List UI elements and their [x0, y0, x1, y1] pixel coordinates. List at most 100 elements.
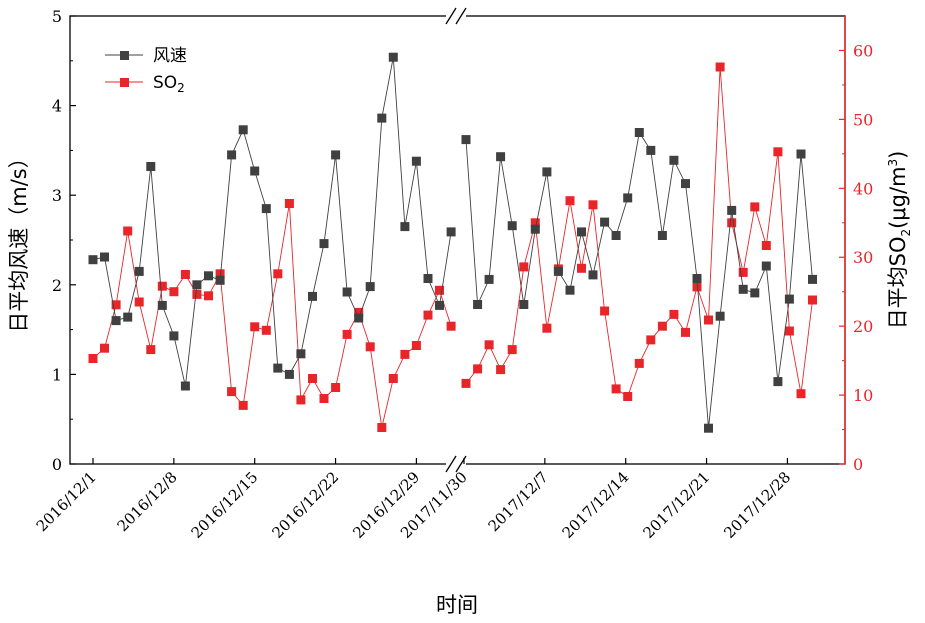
wind-point [319, 239, 329, 249]
so2-point [319, 394, 329, 403]
so2-point [796, 389, 806, 399]
so2-point [157, 281, 167, 291]
so2-point [715, 62, 725, 72]
wind-point [134, 266, 144, 276]
right-y-axis-title: 日平均SO2(μg/m3) [886, 151, 913, 330]
so2-point [192, 289, 202, 299]
x-tick-label: 2017/12/28 [720, 468, 794, 542]
wind-point [388, 52, 398, 62]
x-axis-title: 时间 [436, 593, 478, 617]
wind-point [784, 294, 794, 304]
wind-point [704, 423, 713, 433]
wind-point [681, 179, 690, 189]
so2-point [331, 383, 341, 392]
so2-point [100, 343, 109, 353]
so2-point [296, 395, 306, 405]
so2-point [204, 291, 213, 301]
so2-point [388, 374, 398, 383]
right-tick-label: 30 [853, 248, 873, 267]
right-y-axis-ticks: 0 10 20 30 40 50 60 [839, 41, 873, 474]
right-tick-label: 20 [853, 317, 873, 336]
left-y-axis-title: 日平均风速（m/s） [7, 147, 31, 332]
wind-point [331, 150, 341, 160]
axis-break-top [445, 7, 467, 25]
so2-point [611, 384, 621, 394]
so2-point [88, 354, 98, 363]
x-tick-label: 2016/12/8 [114, 468, 181, 535]
x-axis-ticks: 2016/12/1 2016/12/8 2016/12/15 2016/12/22 20… [33, 458, 794, 542]
wind-point [657, 231, 667, 240]
so2-point [530, 218, 540, 228]
right-tick-label: 50 [853, 110, 873, 129]
wind-point [342, 287, 352, 297]
so2-point [704, 315, 713, 325]
wind-point [611, 231, 621, 240]
so2-point [623, 392, 633, 401]
wind-point [796, 149, 806, 159]
wind-line [92, 57, 452, 387]
left-y-axis-ticks: 0 1 2 3 4 5 [52, 7, 76, 474]
so2-point [365, 342, 375, 352]
right-tick-label: 60 [853, 41, 873, 60]
left-tick-label: 5 [52, 7, 62, 26]
so2-point [669, 309, 679, 319]
left-tick-label: 3 [52, 186, 62, 205]
so2-point [727, 218, 737, 228]
so2-line [465, 66, 813, 398]
so2-point [692, 282, 702, 292]
so2-point [750, 202, 760, 212]
so2-point [180, 270, 190, 279]
wind-point [250, 166, 260, 176]
so2-point [273, 269, 283, 279]
wind-point [100, 252, 109, 262]
wind-point [577, 227, 586, 237]
wind-point [111, 316, 121, 326]
wind-point [227, 150, 237, 160]
left-tick-label: 4 [52, 97, 62, 116]
wind-line [465, 131, 813, 429]
so2-point [484, 340, 494, 350]
wind-point [411, 156, 421, 166]
wind-point [157, 300, 167, 310]
wind-point [484, 274, 494, 284]
so2-point [761, 241, 771, 250]
wind-point [365, 282, 375, 292]
x-tick-label: 2016/12/22 [269, 468, 343, 542]
wind-point [750, 288, 760, 298]
wind-point [565, 285, 575, 295]
wind-point [646, 145, 656, 155]
wind-point [273, 363, 283, 373]
wind-point [715, 311, 725, 321]
wind-point [180, 381, 190, 391]
wind-point [169, 331, 179, 341]
so2-point [784, 326, 794, 336]
so2-point [308, 374, 317, 383]
wind-point [377, 113, 387, 123]
so2-point [123, 226, 133, 236]
so2-point [738, 267, 748, 277]
wind-point [808, 274, 817, 284]
wind-point [761, 261, 771, 271]
so2-point [646, 335, 656, 345]
so2-point [473, 364, 483, 374]
so2-point [111, 300, 121, 310]
legend-wind-label: 风速 [153, 46, 187, 66]
wind-point [400, 222, 410, 232]
wind-point [423, 274, 433, 283]
wind-point [542, 167, 552, 177]
so2-point [400, 349, 410, 359]
wind-point [354, 313, 364, 323]
left-tick-label: 1 [52, 365, 62, 384]
x-tick-label: 2016/12/15 [188, 468, 262, 542]
so2-point [808, 295, 817, 305]
so2-point [773, 147, 783, 157]
so2-point [169, 287, 179, 297]
so2-point [377, 423, 387, 432]
wind-point [215, 275, 225, 285]
so2-point [423, 310, 433, 320]
wind-point [588, 270, 598, 280]
wind-point [261, 204, 271, 214]
wind-point [123, 312, 133, 322]
legend: 风速 SO2 [105, 46, 187, 95]
wind-point [519, 300, 529, 309]
